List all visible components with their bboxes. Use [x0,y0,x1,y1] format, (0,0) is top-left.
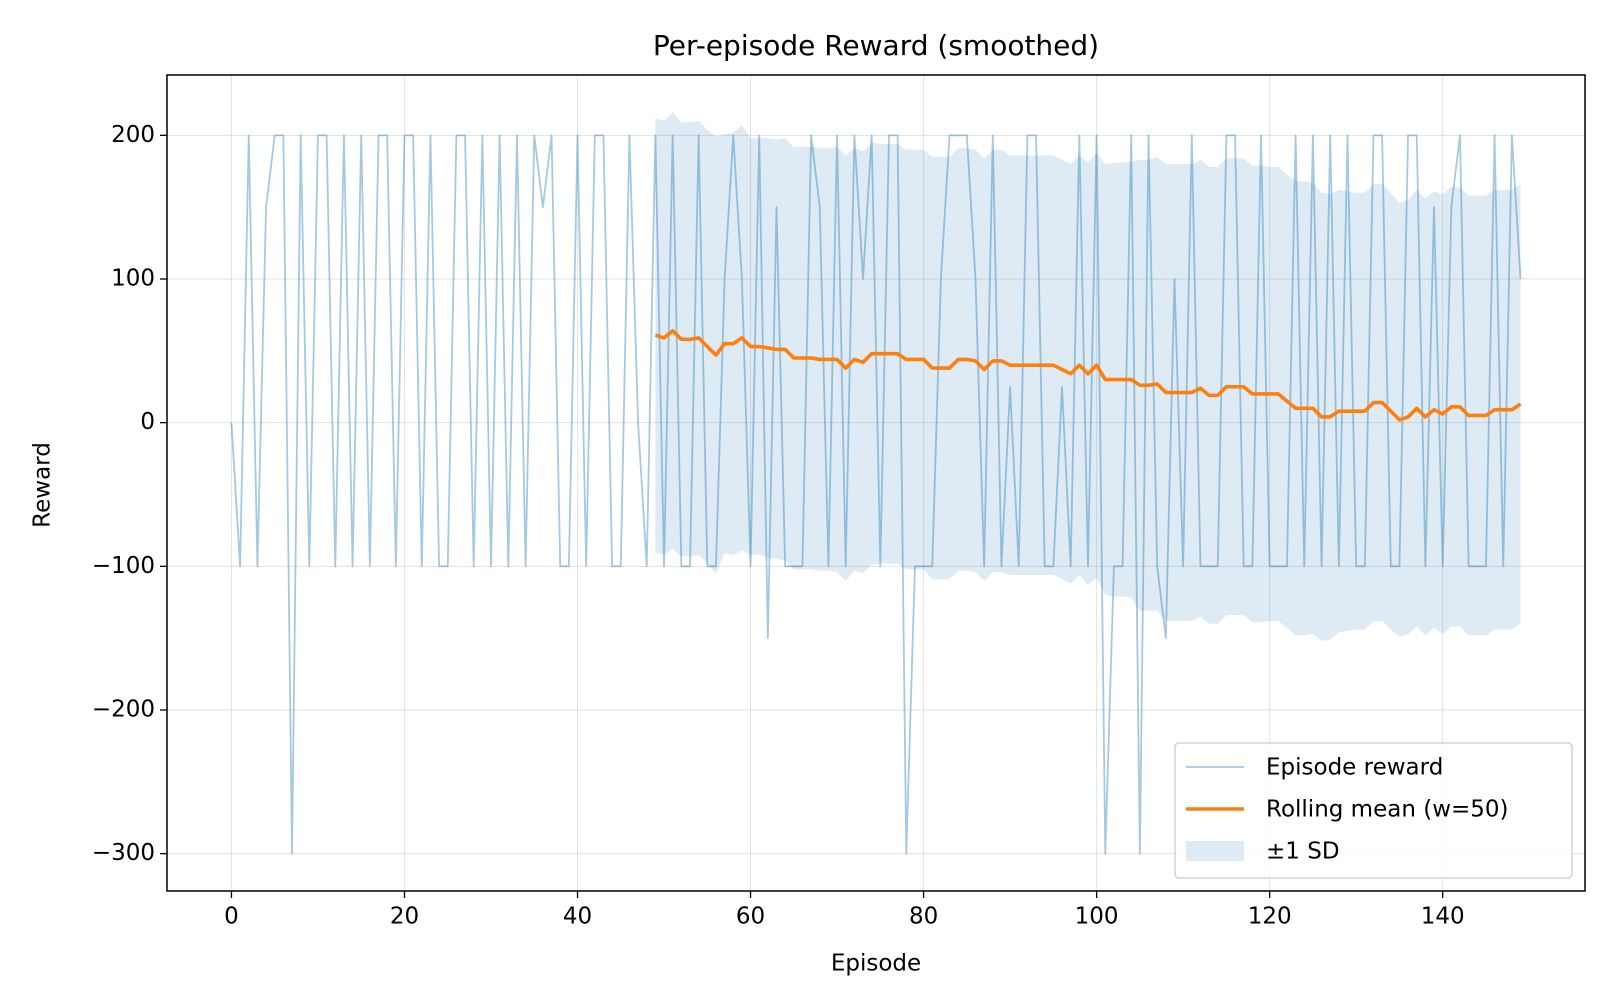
legend-label: Episode reward [1266,755,1443,781]
y-tick-label: 200 [111,122,155,148]
x-tick-label: 80 [909,904,938,930]
x-tick-label: 100 [1075,904,1119,930]
sd-band [655,112,1521,642]
x-tick-label: 120 [1248,904,1292,930]
legend-label: Rolling mean (w=50) [1266,797,1509,823]
x-tick-label: 20 [390,904,419,930]
y-tick-label: 0 [140,409,155,435]
x-tick-label: 60 [736,904,765,930]
legend-box [1174,742,1573,879]
grid [167,75,1585,891]
x-tick-label: 140 [1421,904,1465,930]
chart-title: Per-episode Reward (smoothed) [653,29,1099,62]
x-tick-label: 40 [563,904,592,930]
y-tick-label: −300 [92,840,155,866]
y-tick-label: −200 [92,696,155,722]
legend-label: ±1 SD [1266,839,1340,865]
plot-frame [166,74,1586,892]
y-tick-label: −100 [92,553,155,579]
legend-swatch [1186,841,1244,861]
y-axis-label: Reward [30,442,56,528]
y-tick-label: 100 [111,266,155,292]
series-line [230,134,1522,855]
series-line [654,328,1522,422]
x-tick-label: 0 [224,904,239,930]
legend: Episode reward Rolling mean (w=50) ±1 SD [1174,742,1573,879]
x-axis-label: Episode [831,951,921,977]
